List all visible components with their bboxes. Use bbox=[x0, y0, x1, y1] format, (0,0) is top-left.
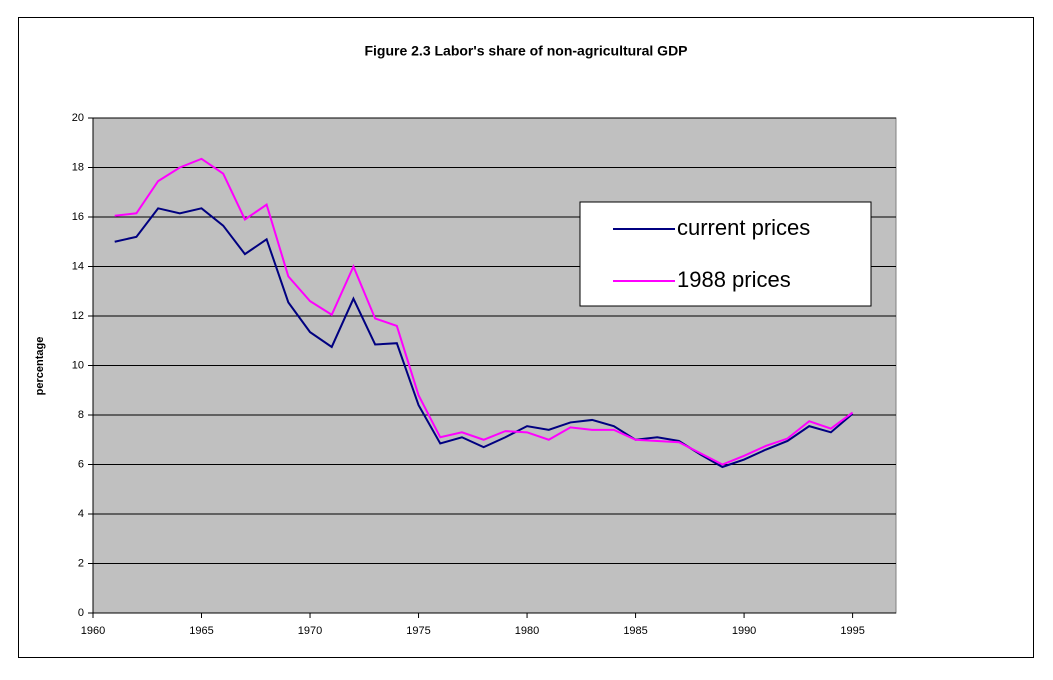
y-tick-label: 0 bbox=[78, 607, 84, 619]
y-tick-label: 4 bbox=[78, 508, 84, 520]
x-tick-label: 1990 bbox=[732, 625, 756, 637]
y-tick-label: 16 bbox=[72, 211, 84, 223]
chart-title: Figure 2.3 Labor's share of non-agricult… bbox=[364, 43, 687, 59]
y-tick-label: 18 bbox=[72, 161, 84, 173]
x-tick-label: 1985 bbox=[623, 625, 647, 637]
y-axis-label: percentage bbox=[34, 337, 46, 396]
y-tick-label: 10 bbox=[72, 359, 84, 371]
x-tick-label: 1975 bbox=[406, 625, 430, 637]
legend-box bbox=[579, 201, 872, 307]
x-tick-label: 1970 bbox=[298, 625, 322, 637]
x-tick-label: 1965 bbox=[189, 625, 213, 637]
y-tick-label: 2 bbox=[78, 557, 84, 569]
x-tick-label: 1980 bbox=[515, 625, 539, 637]
y-tick-label: 8 bbox=[78, 409, 84, 421]
line-series bbox=[114, 157, 854, 466]
y-tick-label: 12 bbox=[72, 310, 84, 322]
y-tick-label: 6 bbox=[78, 458, 84, 470]
legend-label: current prices bbox=[677, 215, 810, 240]
legend-label: 1988 prices bbox=[677, 267, 791, 292]
x-tick-label: 1960 bbox=[81, 625, 105, 637]
y-tick-label: 14 bbox=[72, 260, 84, 272]
line-series bbox=[114, 207, 854, 469]
x-tick-label: 1995 bbox=[840, 625, 864, 637]
y-tick-label: 20 bbox=[72, 112, 84, 124]
